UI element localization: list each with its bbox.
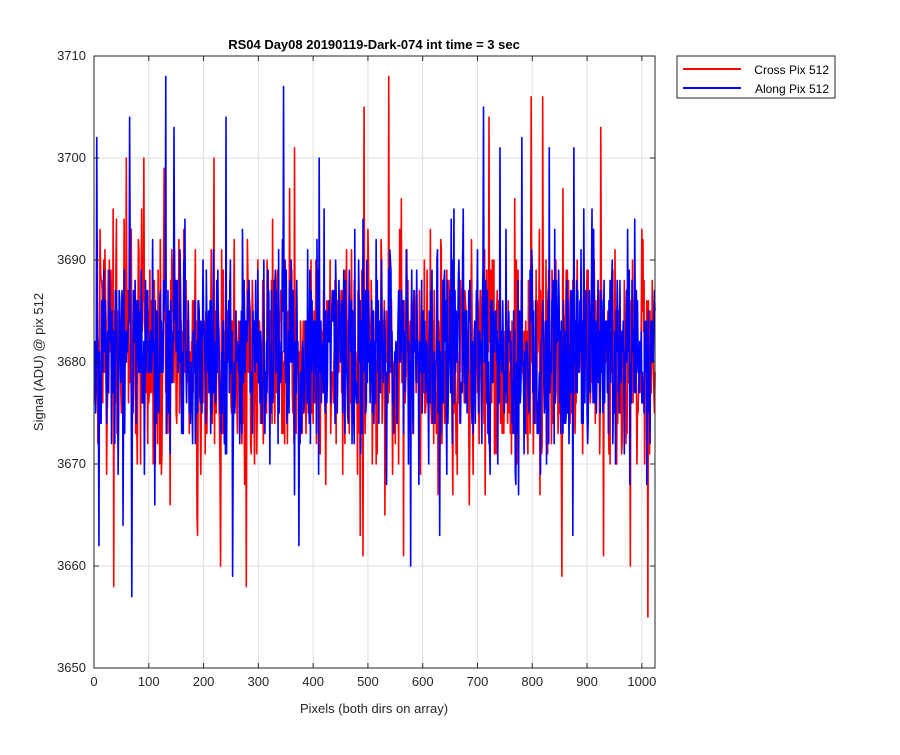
legend: Cross Pix 512 Along Pix 512 (676, 55, 836, 99)
x-axis-label: Pixels (both dirs on array) (300, 701, 448, 716)
series-line-along-pix-512 (93, 75, 656, 598)
y-tick-label: 3700 (57, 150, 86, 165)
y-axis-label: Signal (ADU) @ pix 512 (31, 293, 46, 431)
x-tick-label: 500 (357, 674, 379, 689)
x-tick-label: 400 (302, 674, 324, 689)
series-lines (93, 75, 656, 618)
x-tick-label: 600 (412, 674, 434, 689)
x-tick-label: 800 (521, 674, 543, 689)
y-tick-label: 3680 (57, 354, 86, 369)
y-tick-label: 3690 (57, 252, 86, 267)
y-tick-label: 3670 (57, 456, 86, 471)
y-tick-label: 3660 (57, 558, 86, 573)
x-tick-label: 700 (467, 674, 489, 689)
legend-box (676, 55, 836, 99)
x-tick-label: 1000 (627, 674, 656, 689)
x-tick-label: 200 (193, 674, 215, 689)
x-tick-label: 0 (90, 674, 97, 689)
chart-title: RS04 Day08 20190119-Dark-074 int time = … (228, 37, 520, 52)
axis-ticks: 0 100 200 300 400 500 600 700 800 900 1000 3650 3660… (57, 48, 656, 689)
y-tick-label: 3710 (57, 48, 86, 63)
y-tick-label: 3650 (57, 660, 86, 675)
x-tick-label: 100 (138, 674, 160, 689)
legend-label-along: Along Pix 512 (755, 82, 829, 96)
x-tick-label: 300 (248, 674, 270, 689)
x-tick-label: 900 (576, 674, 598, 689)
legend-label-cross: Cross Pix 512 (754, 63, 829, 77)
